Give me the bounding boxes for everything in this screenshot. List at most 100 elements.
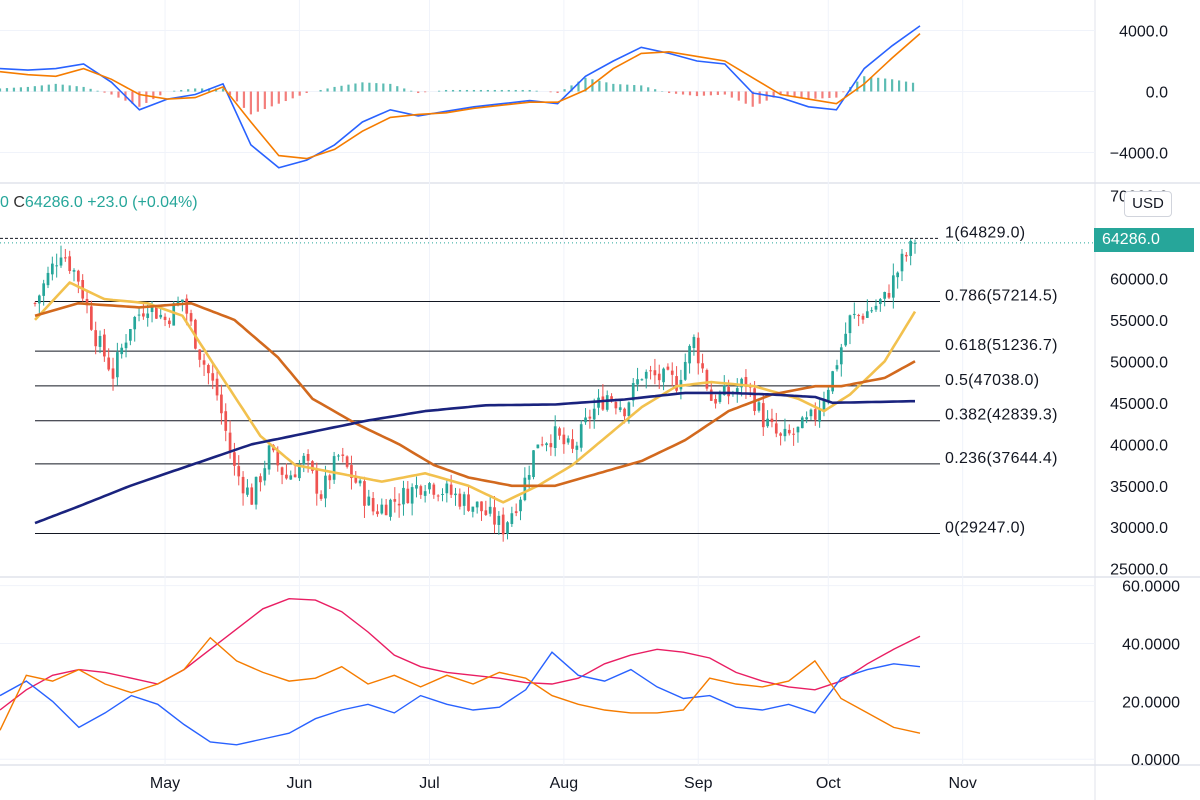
candle-down [311,461,314,471]
candle-up [510,513,514,524]
candle-up [124,342,128,349]
candle-down [220,394,223,414]
candle-up [441,493,444,495]
candle-up [246,487,249,495]
month-tick-label: Jun [287,775,313,792]
adx-series-line [0,597,921,711]
candle-down [588,416,592,419]
candle-down [107,357,111,370]
candle-down [705,370,709,389]
candle-up [50,263,54,275]
candle-up [172,303,176,326]
candle-down [215,378,219,396]
candle-up [545,443,548,446]
macd-series-signal [0,32,921,160]
price-tick-label: 40000.0 [1110,437,1168,454]
price-panel: 1(64829.0) 0.786(57214.5) 0.618(51236.7) 0.… [0,224,1095,542]
candle-down [111,368,115,379]
candle-up [636,379,639,385]
candle-down [94,330,98,347]
candle-down [354,476,358,483]
fib-level-label: 0.786(57214.5) [945,287,1058,304]
candle-up [506,522,509,534]
candle-down [224,411,228,431]
candle-down [363,481,366,506]
candle-up [844,333,847,346]
ohlc-readout: 0 C64286.0 +23.0 (+0.04%) [0,194,198,212]
candle-up [809,409,813,417]
candle-down [493,507,496,525]
adx-tick-label: 20.0000 [1122,694,1180,711]
month-tick-label: Oct [816,775,841,792]
candle-down [670,370,674,375]
price-tick-label: 55000.0 [1110,313,1168,330]
candle-up [302,455,306,465]
fib-level-label: 0.382(42839.3) [945,407,1058,424]
fib-level-label: 1(64829.0) [945,224,1025,241]
candle-down [376,511,379,515]
candle-down [701,363,704,369]
currency-button[interactable]: USD [1124,191,1172,217]
price-tick-label: 60000.0 [1110,271,1168,288]
month-tick-label: May [150,775,180,792]
candle-up [796,426,800,433]
candle-up [579,424,583,448]
candle-up [735,388,739,394]
candle-down [241,476,245,494]
candle-up [740,378,743,388]
candle-down [675,376,678,391]
change-text: +23.0 (+0.04%) [87,194,198,211]
candle-up [410,487,414,504]
candle-down [280,467,284,475]
candle-up [332,456,336,480]
fib-level-label: 0.5(47038.0) [945,372,1039,389]
candle-down [514,511,518,514]
candle-down [501,514,505,535]
moving-average-line [34,301,916,488]
candle-up [428,483,431,490]
candle-up [722,385,726,395]
candle-down [341,454,345,456]
candle-down [614,402,618,409]
macd-tick-label: −4000.0 [1110,146,1168,163]
candle-down [449,484,453,495]
candle-down [406,488,410,504]
candle-up [839,347,843,365]
candle-up [592,408,596,420]
candle-down [155,305,158,319]
candle-down [857,315,860,317]
candle-up [462,494,466,506]
candle-down [371,498,375,512]
candle-down [458,493,462,507]
candle-down [33,303,37,305]
candle-down [259,476,262,483]
close-value: 64286.0 [24,194,83,211]
adx-tick-label: 40.0000 [1122,637,1180,654]
adx-dmi-panel [0,597,921,746]
candle-down [250,487,254,505]
candle-up [488,506,492,514]
macd-series-macd [0,25,921,169]
candle-up [865,311,869,318]
candle-up [98,335,102,347]
candle-down [792,433,795,435]
candle-down [168,320,171,325]
candle-up [337,455,340,457]
candle-down [198,349,202,360]
candle-up [471,506,475,512]
price-tick-label: 35000.0 [1110,479,1168,496]
candle-down [467,494,470,511]
candle-up [263,468,267,481]
candle-down [319,494,323,499]
candle-down [103,334,106,357]
price-tick-label: 30000.0 [1110,520,1168,537]
macd-tick-label: 4000.0 [1119,24,1168,41]
candle-down [142,313,145,317]
candle-up [878,299,882,305]
candle-down [696,337,700,364]
candle-up [137,314,141,316]
candle-down [887,292,891,298]
candle-up [129,329,132,341]
candle-down [904,254,908,257]
